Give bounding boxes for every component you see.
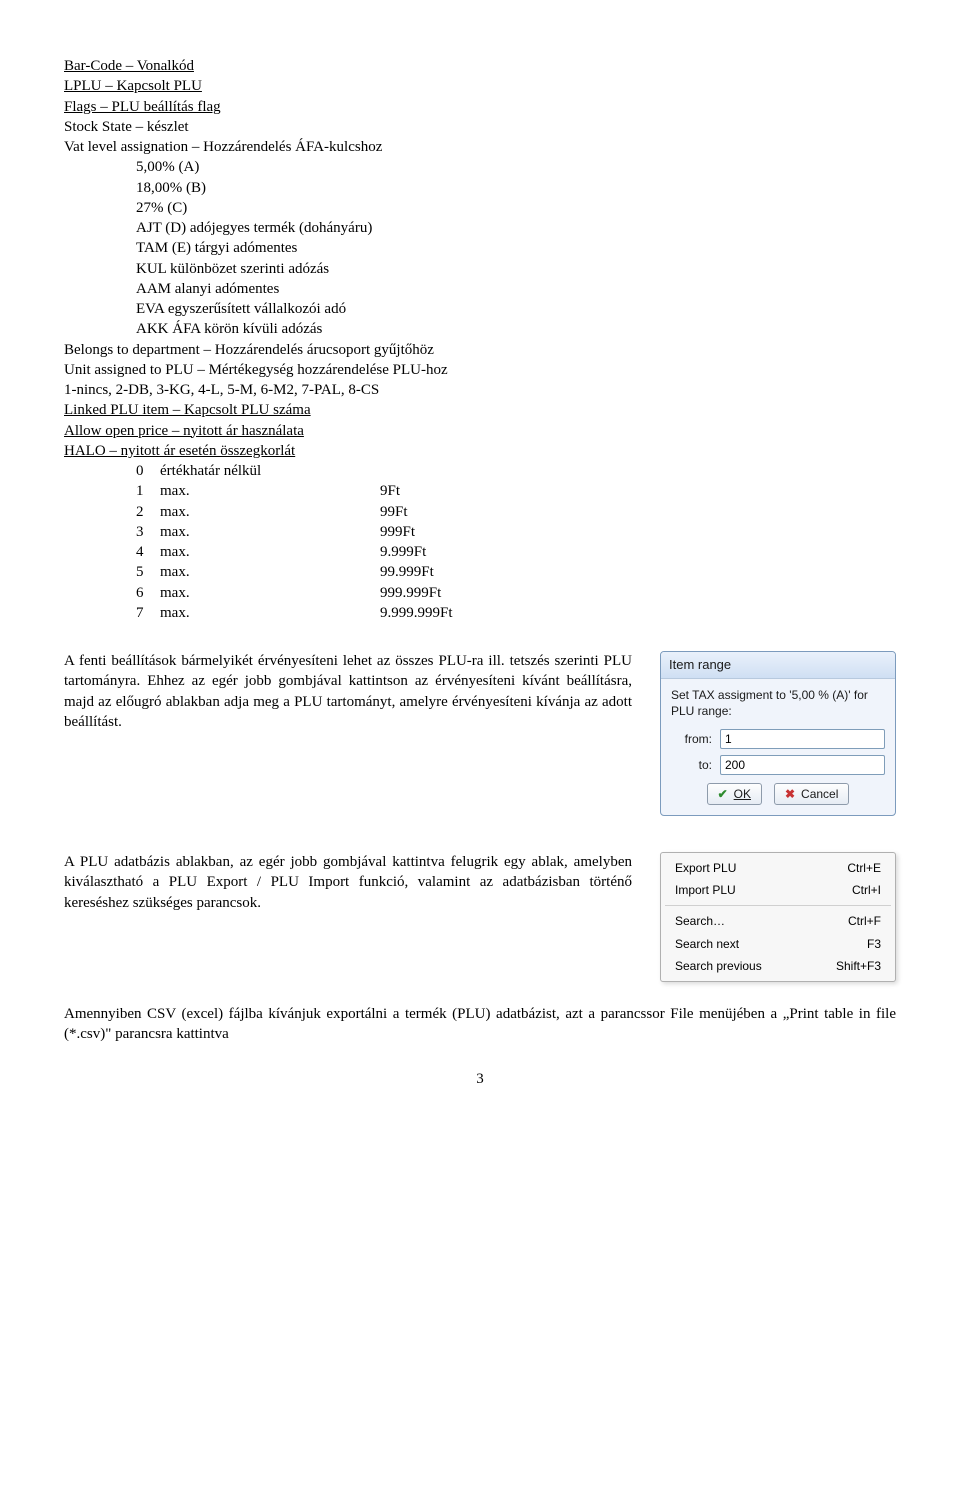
vat-level-line: 27% (C) (136, 198, 896, 218)
vat-level-line: 18,00% (B) (136, 178, 896, 198)
vat-level-line: AJT (D) adójegyes termék (dohányáru) (136, 218, 896, 238)
vat-level-line: 5,00% (A) (136, 157, 896, 177)
item-range-dialog: Item range Set TAX assigment to '5,00 % … (660, 651, 896, 816)
allow-open-label: Allow open price – nyitott ár használata (64, 423, 304, 439)
menu-item[interactable]: Search nextF3 (663, 933, 893, 955)
context-menu: Export PLUCtrl+EImport PLUCtrl+I Search…C… (660, 852, 896, 982)
doc-line: Unit assigned to PLU – Mértékegység hozz… (64, 360, 896, 380)
halo-row: 6max.999.999Ft (136, 583, 896, 603)
linked-plu-label: Linked PLU item – Kapcsolt PLU száma (64, 402, 311, 418)
to-label: to: (671, 757, 712, 773)
halo-row: 5max.99.999Ft (136, 562, 896, 582)
paragraph-3: Amennyiben CSV (excel) fájlba kívánjuk e… (64, 1004, 896, 1045)
ok-button[interactable]: ✔ OK (707, 783, 762, 805)
to-input[interactable] (720, 755, 885, 775)
doc-line: LPLU – Kapcsolt PLU (64, 78, 202, 94)
cancel-button-label: Cancel (801, 786, 838, 802)
doc-line: Stock State – készlet (64, 119, 189, 135)
cancel-button[interactable]: ✖ Cancel (774, 783, 849, 805)
ok-button-label: OK (734, 786, 751, 802)
close-icon: ✖ (785, 786, 795, 802)
halo-row: 2max.99Ft (136, 502, 896, 522)
menu-item[interactable]: Export PLUCtrl+E (663, 857, 893, 879)
halo-row: 4max.9.999Ft (136, 542, 896, 562)
vat-level-line: TAM (E) tárgyi adómentes (136, 238, 896, 258)
doc-line: 1-nincs, 2-DB, 3-KG, 4-L, 5-M, 6-M2, 7-P… (64, 380, 896, 400)
halo-row: 1max.9Ft (136, 481, 896, 501)
halo-row: 0értékhatár nélkül (136, 461, 896, 481)
dialog-message: Set TAX assigment to '5,00 % (A)' for PL… (671, 687, 885, 719)
menu-item[interactable]: Search previousShift+F3 (663, 955, 893, 977)
doc-line: Belongs to department – Hozzárendelés ár… (64, 340, 896, 360)
paragraph-2: A PLU adatbázis ablakban, az egér jobb g… (64, 852, 632, 913)
dialog-title: Item range (661, 652, 895, 679)
halo-row: 3max.999Ft (136, 522, 896, 542)
doc-line: Bar-Code – Vonalkód (64, 58, 194, 74)
from-input[interactable] (720, 729, 885, 749)
page-number: 3 (64, 1069, 896, 1089)
halo-label: HALO – nyitott ár esetén összegkorlát (64, 443, 295, 459)
vat-level-line: AKK ÁFA körön kívüli adózás (136, 319, 896, 339)
menu-item[interactable]: Search…Ctrl+F (663, 910, 893, 932)
check-icon: ✔ (718, 786, 728, 802)
halo-row: 7max.9.999.999Ft (136, 603, 896, 623)
vat-level-line: EVA egyszerűsített vállalkozói adó (136, 299, 896, 319)
from-label: from: (671, 731, 712, 747)
paragraph-1: A fenti beállítások bármelyikét érvényes… (64, 651, 632, 732)
vat-level-line: KUL különbözet szerinti adózás (136, 259, 896, 279)
menu-separator (665, 905, 891, 906)
doc-line: Flags – PLU beállítás flag (64, 99, 221, 115)
vat-level-line: AAM alanyi adómentes (136, 279, 896, 299)
menu-item[interactable]: Import PLUCtrl+I (663, 879, 893, 901)
doc-line: Vat level assignation – Hozzárendelés ÁF… (64, 139, 382, 155)
